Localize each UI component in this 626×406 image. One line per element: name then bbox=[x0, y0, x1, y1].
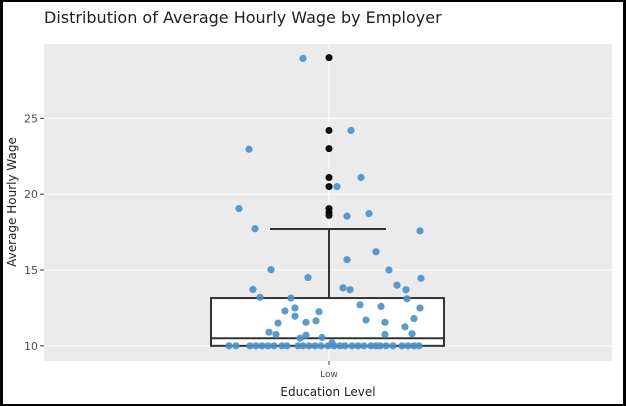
data-point bbox=[274, 319, 282, 327]
data-point bbox=[393, 281, 401, 289]
data-point bbox=[278, 342, 286, 350]
x-tick-label: Low bbox=[320, 370, 338, 380]
data-point bbox=[410, 314, 418, 323]
data-point bbox=[347, 126, 355, 135]
data-point bbox=[317, 342, 325, 350]
y-tick-label: 10 bbox=[24, 340, 38, 353]
data-point bbox=[336, 342, 344, 350]
data-point bbox=[333, 182, 341, 191]
data-point bbox=[302, 318, 310, 326]
data-point bbox=[381, 318, 389, 326]
data-point bbox=[382, 342, 390, 350]
data-point bbox=[346, 286, 354, 294]
outlier-point bbox=[325, 211, 333, 219]
data-point bbox=[362, 316, 370, 324]
data-point bbox=[416, 304, 424, 312]
data-point bbox=[403, 295, 411, 303]
data-point bbox=[341, 342, 349, 350]
data-point bbox=[330, 342, 338, 350]
data-point bbox=[401, 323, 409, 331]
data-point bbox=[287, 294, 295, 302]
data-point bbox=[360, 342, 368, 350]
data-point bbox=[372, 248, 380, 256]
data-point bbox=[256, 293, 264, 301]
data-point bbox=[356, 301, 364, 309]
data-point bbox=[311, 342, 319, 350]
data-point bbox=[296, 334, 304, 342]
data-point bbox=[245, 145, 253, 153]
data-point bbox=[305, 342, 313, 350]
data-point bbox=[324, 342, 332, 350]
data-point bbox=[315, 308, 323, 316]
data-point bbox=[365, 209, 373, 218]
y-tick-label: 15 bbox=[24, 264, 38, 277]
data-point bbox=[343, 212, 351, 220]
data-point bbox=[354, 342, 362, 350]
y-tick-label: 25 bbox=[24, 112, 38, 125]
data-point bbox=[367, 342, 375, 350]
outlier-point bbox=[325, 173, 333, 181]
chart-title: Distribution of Average Hourly Wage by E… bbox=[44, 8, 442, 27]
data-point bbox=[299, 54, 307, 63]
data-point bbox=[270, 342, 278, 350]
data-point bbox=[408, 330, 416, 338]
data-point bbox=[225, 342, 233, 350]
data-point bbox=[272, 330, 280, 339]
data-point bbox=[410, 342, 418, 350]
outlier-point bbox=[325, 54, 333, 62]
data-point bbox=[416, 227, 424, 235]
data-point bbox=[343, 256, 351, 264]
data-point bbox=[249, 285, 257, 294]
x-axis-label: Education Level bbox=[280, 385, 376, 399]
data-point bbox=[267, 266, 275, 274]
data-point bbox=[377, 302, 385, 310]
y-tick-label: 20 bbox=[24, 188, 38, 201]
outlier-point bbox=[325, 183, 333, 191]
data-point bbox=[348, 342, 356, 350]
data-point bbox=[299, 342, 307, 350]
data-point bbox=[381, 330, 389, 339]
data-point bbox=[235, 204, 243, 213]
data-point bbox=[246, 342, 254, 350]
data-point bbox=[402, 286, 410, 294]
outlier-point bbox=[325, 145, 333, 153]
data-point bbox=[283, 342, 291, 350]
data-point bbox=[232, 342, 240, 350]
data-point bbox=[251, 225, 259, 233]
data-point bbox=[318, 333, 326, 342]
data-point bbox=[312, 317, 320, 325]
outlier-point bbox=[325, 126, 333, 134]
data-point bbox=[252, 342, 260, 350]
data-point bbox=[376, 342, 384, 350]
data-point bbox=[291, 312, 299, 320]
data-point bbox=[304, 273, 312, 282]
data-point bbox=[339, 284, 347, 292]
data-point bbox=[264, 342, 272, 350]
data-point bbox=[357, 173, 365, 182]
data-point bbox=[415, 342, 423, 350]
data-point bbox=[385, 266, 393, 274]
data-point bbox=[258, 342, 266, 350]
data-point bbox=[281, 307, 289, 315]
data-point bbox=[398, 342, 406, 350]
data-point bbox=[291, 304, 299, 312]
data-point bbox=[417, 274, 425, 282]
data-point bbox=[265, 328, 273, 336]
data-point bbox=[294, 342, 302, 350]
data-point bbox=[404, 342, 412, 350]
data-point bbox=[302, 331, 310, 339]
data-point bbox=[389, 342, 397, 350]
